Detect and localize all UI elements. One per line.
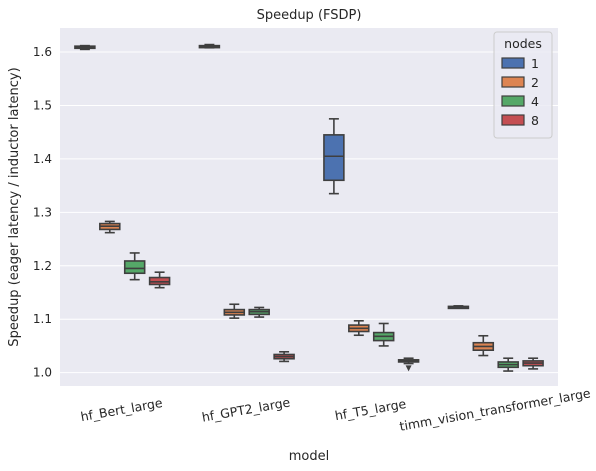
box-layer (74, 43, 544, 372)
legend-entry-label: 1 (531, 56, 539, 71)
legend-swatch (501, 114, 525, 126)
legend-entry-label: 8 (531, 113, 539, 128)
y-tick-label: 1.2 (33, 259, 52, 273)
box-hf_Bert_large-nodes-1 (74, 44, 96, 51)
box-body (123, 260, 146, 275)
x-tick-label: hf_T5_large (334, 396, 408, 423)
x-tick-label: hf_GPT2_large (201, 394, 292, 424)
box-body (148, 276, 171, 286)
box-hf_Bert_large-nodes-8 (148, 271, 171, 289)
legend-items: 1 2 4 8 (501, 56, 539, 128)
box-hf_T5_large-nodes-8 (397, 357, 420, 372)
y-tick-label: 1.1 (33, 312, 52, 326)
y-tick-label: 1.4 (33, 152, 52, 166)
box-hf_GPT2_large-nodes-8 (273, 351, 295, 363)
box-hf_GPT2_large-nodes-4 (248, 306, 270, 318)
box-hf_Bert_large-nodes-4 (123, 252, 146, 281)
legend-swatch (501, 95, 525, 107)
y-tick-label: 1.3 (33, 205, 52, 219)
legend: nodes 1 2 4 8 (493, 31, 553, 139)
legend-entry-label: 4 (531, 94, 539, 109)
box-hf_T5_large-nodes-2 (348, 320, 370, 337)
box-timm_vision_transformer_large-nodes-4 (497, 357, 519, 372)
y-tick-label: 1.0 (33, 366, 52, 380)
box-body (323, 134, 345, 182)
y-tick-label: 1.5 (33, 98, 52, 112)
box-timm_vision_transformer_large-nodes-2 (472, 334, 495, 357)
chart-title: Speedup (FSDP) (257, 8, 362, 23)
y-axis-label: Speedup (eager latency / inductor latenc… (7, 67, 22, 346)
box-hf_GPT2_large-nodes-1 (198, 43, 221, 49)
legend-title: nodes (504, 36, 542, 51)
outlier-point (405, 365, 412, 372)
x-tick-label: timm_vision_transformer_large (398, 385, 592, 433)
y-tick-label: 1.6 (33, 45, 52, 59)
x-tick-label: hf_Bert_large (79, 395, 163, 424)
legend-swatch (501, 57, 525, 69)
box-timm_vision_transformer_large-nodes-8 (522, 357, 544, 370)
box-hf_T5_large-nodes-1 (323, 118, 345, 195)
box-hf_Bert_large-nodes-2 (99, 220, 121, 234)
box-timm_vision_transformer_large-nodes-1 (447, 305, 470, 310)
x-axis-label: model (289, 449, 329, 464)
plot-background (60, 28, 558, 386)
legend-swatch (501, 76, 525, 88)
legend-entry-label: 2 (531, 75, 539, 90)
box-hf_GPT2_large-nodes-2 (223, 303, 246, 319)
box-hf_T5_large-nodes-4 (372, 322, 395, 347)
